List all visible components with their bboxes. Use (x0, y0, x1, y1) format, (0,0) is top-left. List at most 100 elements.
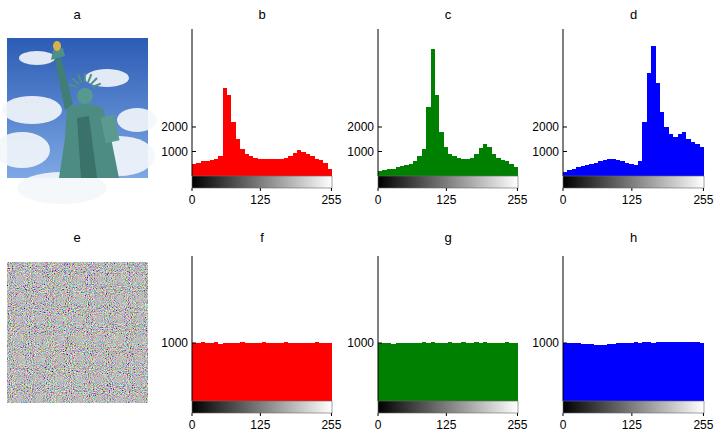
histogram-bar (656, 83, 660, 176)
photo-flame (53, 41, 61, 51)
histogram-bar (585, 344, 589, 401)
histogram-bar (382, 170, 386, 176)
histogram-bar (444, 147, 448, 176)
histogram-bar (205, 343, 209, 401)
x-axis-ramp (378, 176, 518, 188)
histogram-bar (656, 342, 660, 401)
x-tick (703, 413, 704, 416)
histogram-bar (470, 158, 474, 176)
x-tick-label: 255 (321, 418, 341, 432)
histogram-bar (466, 343, 470, 401)
photo-crown-ray (88, 74, 91, 82)
histogram-bar (616, 160, 620, 176)
histogram-bar (581, 166, 585, 176)
histogram-bar (474, 154, 478, 176)
histogram-bar (695, 144, 699, 176)
histogram-bar (218, 156, 222, 176)
histogram-bar (196, 343, 200, 401)
histogram-bar (483, 342, 487, 401)
x-axis-ramp (378, 401, 518, 413)
x-tick-label: 255 (507, 418, 527, 432)
y-axis (378, 256, 379, 401)
photo-cloud (0, 132, 50, 168)
x-tick (446, 188, 447, 191)
histogram-bar (700, 343, 704, 401)
histogram-bar (581, 344, 585, 401)
histogram-bar (496, 343, 500, 401)
histogram-bar (306, 343, 310, 401)
histogram-bar (192, 343, 196, 401)
histogram-bar (563, 172, 567, 176)
histogram-bar (271, 343, 275, 401)
y-tick-label: 1000 (532, 145, 559, 159)
histogram-bar (192, 164, 196, 176)
photo-robe (59, 104, 119, 178)
x-tick (331, 188, 332, 191)
photo-crown-ray (92, 84, 100, 87)
histogram-bar (413, 161, 417, 176)
histogram-bar (487, 147, 491, 176)
histogram-bar (461, 159, 465, 176)
histogram-bar (382, 343, 386, 401)
x-tick (378, 413, 379, 416)
histogram-bar (585, 165, 589, 176)
histogram-bar (589, 164, 593, 176)
histogram-bar (400, 166, 404, 176)
chart-title: f (260, 230, 264, 245)
x-tick-label: 0 (375, 193, 382, 207)
histogram-bar (501, 343, 505, 401)
histogram-bar (576, 167, 580, 176)
histogram-bar (387, 169, 391, 176)
histogram-bar (620, 161, 624, 176)
photo (0, 38, 157, 204)
histogram-bar (691, 342, 695, 401)
histogram-bar (682, 132, 686, 176)
histogram-bar (501, 160, 505, 176)
histogram-bar (253, 158, 257, 176)
x-axis-ramp (563, 176, 704, 188)
histogram-bar (474, 342, 478, 401)
x-tick (703, 188, 704, 191)
y-tick-label: 1000 (532, 336, 559, 350)
histogram-bar (572, 169, 576, 176)
histogram-bar (214, 342, 218, 401)
x-tick (192, 413, 193, 416)
y-tick (563, 127, 567, 128)
y-axis (563, 29, 564, 176)
histogram-bar (452, 156, 456, 176)
histogram-bar (409, 343, 413, 401)
histogram-bar (431, 49, 435, 176)
histogram-bar (422, 149, 426, 176)
histogram-bar (572, 343, 576, 401)
histogram-bar (266, 343, 270, 401)
histogram-bar (567, 170, 571, 176)
histogram-bar (275, 159, 279, 176)
histogram-bar (297, 343, 301, 401)
histogram-bar (629, 343, 633, 401)
photo-fold (77, 116, 97, 178)
histogram-bar (669, 134, 673, 176)
histogram-bar (479, 148, 483, 176)
histogram-bar (664, 342, 668, 401)
histogram-bar (306, 154, 310, 176)
histogram-bar (396, 167, 400, 176)
histogram-bar (310, 156, 314, 176)
histogram-bar (258, 159, 262, 176)
y-tick-label: 1000 (347, 145, 374, 159)
histogram-bar (483, 144, 487, 176)
histogram-bar (240, 149, 244, 176)
y-tick (378, 343, 382, 344)
histogram-bar (647, 342, 651, 401)
photo-crown-ray (78, 74, 82, 82)
histogram-bar (422, 342, 426, 401)
histogram-bar (293, 343, 297, 401)
noise-base (7, 262, 148, 403)
x-tick-label: 125 (250, 418, 270, 432)
histogram-bar (647, 73, 651, 176)
chart-title: c (445, 7, 452, 22)
histogram-bar (310, 343, 314, 401)
histogram-bar (607, 344, 611, 401)
histogram-bar (514, 167, 518, 176)
histogram-bar (620, 343, 624, 401)
x-tick-label: 255 (693, 418, 713, 432)
